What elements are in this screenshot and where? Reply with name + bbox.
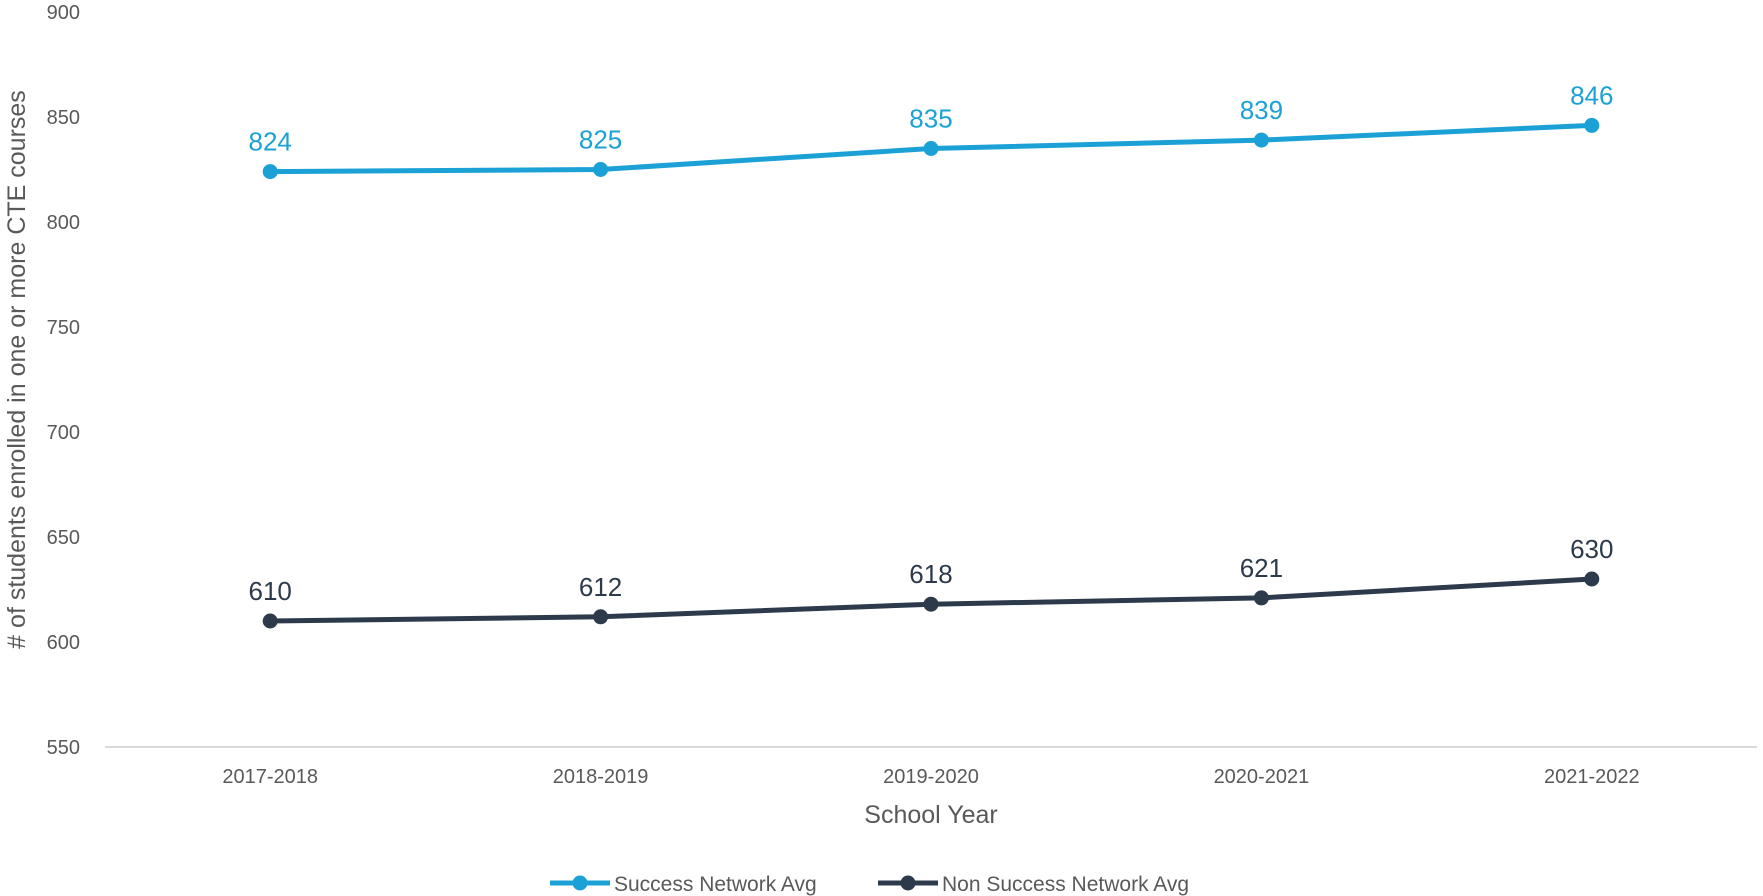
y-tick-label: 900 bbox=[47, 2, 80, 24]
x-tick-label: 2019-2020 bbox=[883, 766, 979, 788]
data-point bbox=[593, 162, 609, 177]
data-label: 835 bbox=[909, 104, 952, 134]
legend-marker bbox=[572, 875, 588, 891]
data-point bbox=[1253, 590, 1269, 606]
y-tick-label: 600 bbox=[47, 632, 80, 654]
series-group: 824 825 835 839 846 bbox=[249, 80, 1613, 180]
x-tick-label: 2020-2021 bbox=[1214, 766, 1310, 788]
series-layer: 824 825 835 839 846 610 612 618 621 630 bbox=[249, 80, 1613, 629]
legend-item: Non Success Network Avg bbox=[878, 873, 1189, 896]
legend-item: Success Network Avg bbox=[550, 873, 817, 896]
data-point bbox=[1253, 132, 1269, 148]
legend-marker bbox=[900, 875, 916, 891]
x-axis-tick-labels: 2017-2018 2018-2019 2019-2020 2020-2021 2021… bbox=[222, 766, 1639, 788]
y-axis-tick-labels: 550 600 650 700 750 800 850 900 bbox=[47, 2, 80, 759]
data-point bbox=[1584, 117, 1600, 133]
data-label: 825 bbox=[579, 125, 622, 155]
legend-label: Success Network Avg bbox=[614, 873, 817, 896]
data-label: 618 bbox=[909, 559, 952, 589]
legend-label: Non Success Network Avg bbox=[942, 873, 1189, 896]
y-tick-label: 800 bbox=[47, 212, 80, 234]
legend: Success Network Avg Non Success Network A… bbox=[550, 873, 1189, 896]
x-axis-title: School Year bbox=[864, 801, 997, 829]
data-label: 612 bbox=[579, 572, 622, 602]
y-tick-label: 700 bbox=[47, 422, 80, 444]
data-label: 610 bbox=[249, 576, 292, 606]
x-tick-label: 2018-2019 bbox=[553, 766, 649, 788]
data-point bbox=[593, 609, 609, 625]
y-tick-label: 750 bbox=[47, 317, 80, 339]
y-axis-title: # of students enrolled in one or more CT… bbox=[3, 90, 31, 649]
data-label: 839 bbox=[1240, 95, 1283, 125]
data-label: 630 bbox=[1570, 534, 1613, 564]
x-tick-label: 2021-2022 bbox=[1544, 766, 1640, 788]
x-tick-label: 2017-2018 bbox=[222, 766, 318, 788]
data-point bbox=[262, 613, 278, 629]
data-point bbox=[923, 596, 939, 612]
y-tick-label: 650 bbox=[47, 527, 80, 549]
y-tick-label: 850 bbox=[47, 107, 80, 129]
data-label: 846 bbox=[1570, 80, 1613, 110]
y-tick-label: 550 bbox=[47, 737, 80, 759]
data-point bbox=[262, 164, 278, 180]
data-label: 824 bbox=[249, 127, 292, 157]
data-point bbox=[1584, 571, 1600, 587]
data-point bbox=[923, 141, 939, 156]
series-group: 610 612 618 621 630 bbox=[249, 534, 1613, 629]
data-label: 621 bbox=[1240, 553, 1283, 583]
